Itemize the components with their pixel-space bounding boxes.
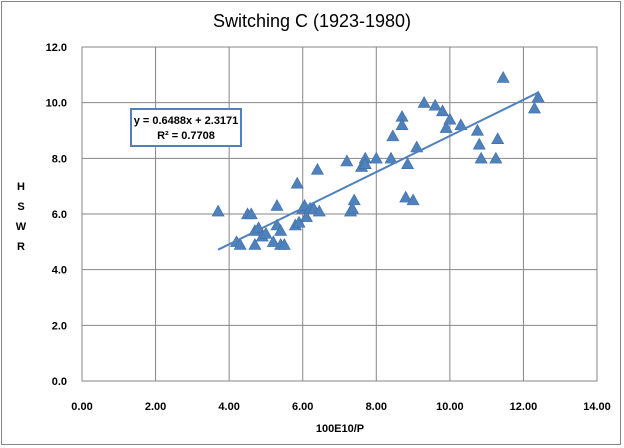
data-point <box>369 151 383 164</box>
y-axis-label-char: S <box>17 201 24 213</box>
data-point <box>496 70 510 83</box>
y-tick-label: 0.0 <box>52 376 67 388</box>
tick-labels: 0.00 2.00 4.00 6.00 8.00 10.00 12.00 14.00 0.0 2.… <box>46 42 611 413</box>
data-point <box>299 210 313 222</box>
data-point <box>345 201 359 214</box>
y-tick-label: 10.0 <box>46 98 67 110</box>
data-point <box>435 104 450 117</box>
data-point <box>384 151 398 164</box>
data-point <box>443 112 457 125</box>
data-point <box>395 118 409 131</box>
trendline-equation: y = 0.6488x + 2.3171 <box>134 115 239 127</box>
y-tick-label: 4.0 <box>52 265 67 277</box>
data-point <box>248 237 262 250</box>
data-point <box>310 162 324 175</box>
x-tick-label: 12.00 <box>510 401 538 413</box>
x-tick-label: 4.00 <box>218 401 239 413</box>
x-tick-label: 10.00 <box>436 401 464 413</box>
data-point <box>428 98 442 111</box>
data-point <box>406 193 420 206</box>
data-point <box>472 137 486 150</box>
data-point <box>259 226 273 239</box>
trendline-equation-box: y = 0.6488x + 2.3171 R² = 0.7708 <box>130 108 242 147</box>
data-point <box>527 101 541 114</box>
plot-area-border <box>81 46 598 382</box>
data-point <box>474 151 488 164</box>
data-points <box>211 70 545 250</box>
x-tick-label: 6.00 <box>292 401 313 413</box>
data-point <box>277 237 291 250</box>
y-axis-label-char: R <box>17 241 25 253</box>
data-point <box>290 176 304 189</box>
data-point <box>211 204 225 217</box>
data-point <box>358 157 372 169</box>
data-point <box>233 237 247 250</box>
gridlines <box>81 46 598 382</box>
chart-title: Switching C (1923-1980) <box>213 11 411 31</box>
data-point <box>340 154 354 167</box>
data-point <box>489 151 503 164</box>
data-point <box>470 123 484 136</box>
data-point <box>386 129 400 142</box>
data-point <box>417 96 431 108</box>
data-point <box>270 199 284 211</box>
data-point <box>312 204 326 217</box>
data-point <box>401 157 415 169</box>
x-tick-label: 14.00 <box>583 401 611 413</box>
data-point <box>244 207 258 220</box>
data-point <box>491 132 505 144</box>
data-point <box>347 193 361 206</box>
y-tick-label: 8.0 <box>52 153 67 165</box>
trendline-r-squared: R² = 0.7708 <box>157 130 215 142</box>
y-tick-label: 6.0 <box>52 209 67 221</box>
x-tick-label: 0.00 <box>71 401 92 413</box>
trendline <box>217 91 539 251</box>
y-axis-label-char: H <box>17 181 25 193</box>
data-point <box>399 190 413 203</box>
data-point <box>266 235 280 247</box>
data-point <box>274 224 288 236</box>
data-point <box>439 121 453 133</box>
y-tick-label: 12.0 <box>46 42 67 54</box>
data-point <box>531 90 545 103</box>
x-axis-label: 100E10/P <box>316 423 364 435</box>
y-tick-label: 2.0 <box>52 320 67 332</box>
x-tick-label: 2.00 <box>145 401 166 413</box>
y-axis-label-char: W <box>16 221 27 233</box>
x-tick-label: 8.00 <box>366 401 387 413</box>
